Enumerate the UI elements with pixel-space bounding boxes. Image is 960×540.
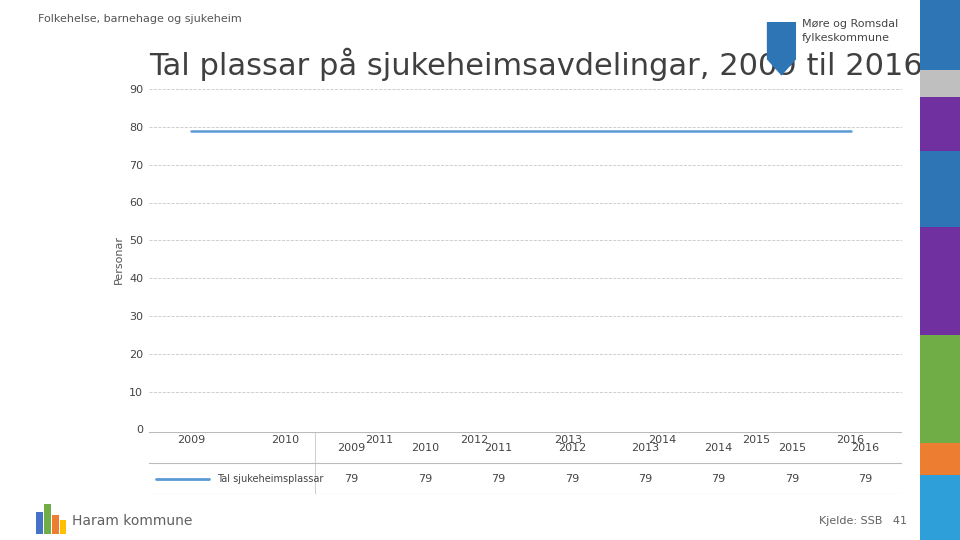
Text: 79: 79: [858, 474, 873, 484]
Y-axis label: Personar: Personar: [113, 235, 124, 284]
Text: Tal plassar på sjukeheimsavdelingar, 2009 til 2016: Tal plassar på sjukeheimsavdelingar, 200…: [149, 48, 923, 81]
Text: 79: 79: [418, 474, 432, 484]
Polygon shape: [767, 22, 796, 76]
Text: 2010: 2010: [411, 442, 439, 453]
Text: 79: 79: [492, 474, 505, 484]
Text: 79: 79: [345, 474, 358, 484]
Text: 2014: 2014: [705, 442, 732, 453]
Text: 2015: 2015: [779, 442, 806, 453]
Text: Folkehelse, barnehage og sjukeheim: Folkehelse, barnehage og sjukeheim: [38, 14, 242, 24]
Text: 2012: 2012: [558, 442, 586, 453]
Text: 79: 79: [638, 474, 653, 484]
Text: 2013: 2013: [631, 442, 660, 453]
Text: 2016: 2016: [852, 442, 879, 453]
Text: Kjelde: SSB   41: Kjelde: SSB 41: [819, 516, 907, 526]
Text: 2009: 2009: [337, 442, 366, 453]
Text: 79: 79: [785, 474, 800, 484]
Text: 79: 79: [711, 474, 726, 484]
Text: Møre og Romsdal
fylkeskommune: Møre og Romsdal fylkeskommune: [802, 19, 898, 43]
Text: Haram kommune: Haram kommune: [72, 514, 192, 528]
Text: Tal sjukeheimsplassar: Tal sjukeheimsplassar: [217, 474, 323, 484]
Text: 2011: 2011: [484, 442, 513, 453]
Text: 79: 79: [564, 474, 579, 484]
